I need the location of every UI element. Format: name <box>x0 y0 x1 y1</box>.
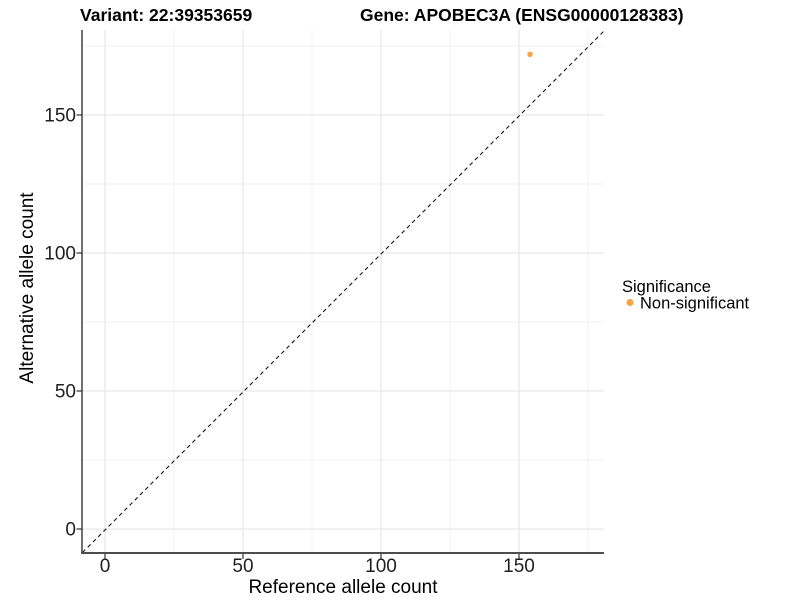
x-axis-tick-labels: 0 50 100 150 <box>100 556 535 577</box>
x-tick-150: 150 <box>503 556 535 577</box>
legend-title: Significance <box>622 278 711 296</box>
y-tick-0: 0 <box>65 520 76 541</box>
y-tick-100: 100 <box>44 244 76 265</box>
gene-title: Gene: APOBEC3A (ENSG00000128383) <box>360 5 684 25</box>
identity-reference-line <box>82 31 604 553</box>
x-tick-100: 100 <box>365 556 397 577</box>
legend: Significance Non-significant <box>622 278 750 313</box>
x-tick-0: 0 <box>100 556 111 577</box>
x-axis-title: Reference allele count <box>248 577 438 598</box>
grid-minor-lines <box>82 30 604 553</box>
x-axis-ticks <box>104 554 520 559</box>
grid-major-lines <box>82 30 604 553</box>
legend-point-icon <box>626 299 634 306</box>
y-tick-150: 150 <box>44 106 76 127</box>
y-axis-title: Alternative allele count <box>17 192 38 384</box>
legend-item-label: Non-significant <box>640 295 750 313</box>
y-tick-50: 50 <box>55 382 76 403</box>
y-axis-tick-labels: 0 50 100 150 <box>44 106 76 541</box>
variant-title: Variant: 22:39353659 <box>80 5 252 25</box>
y-axis-ticks <box>76 114 82 530</box>
x-tick-50: 50 <box>232 556 253 577</box>
data-point <box>527 51 533 57</box>
